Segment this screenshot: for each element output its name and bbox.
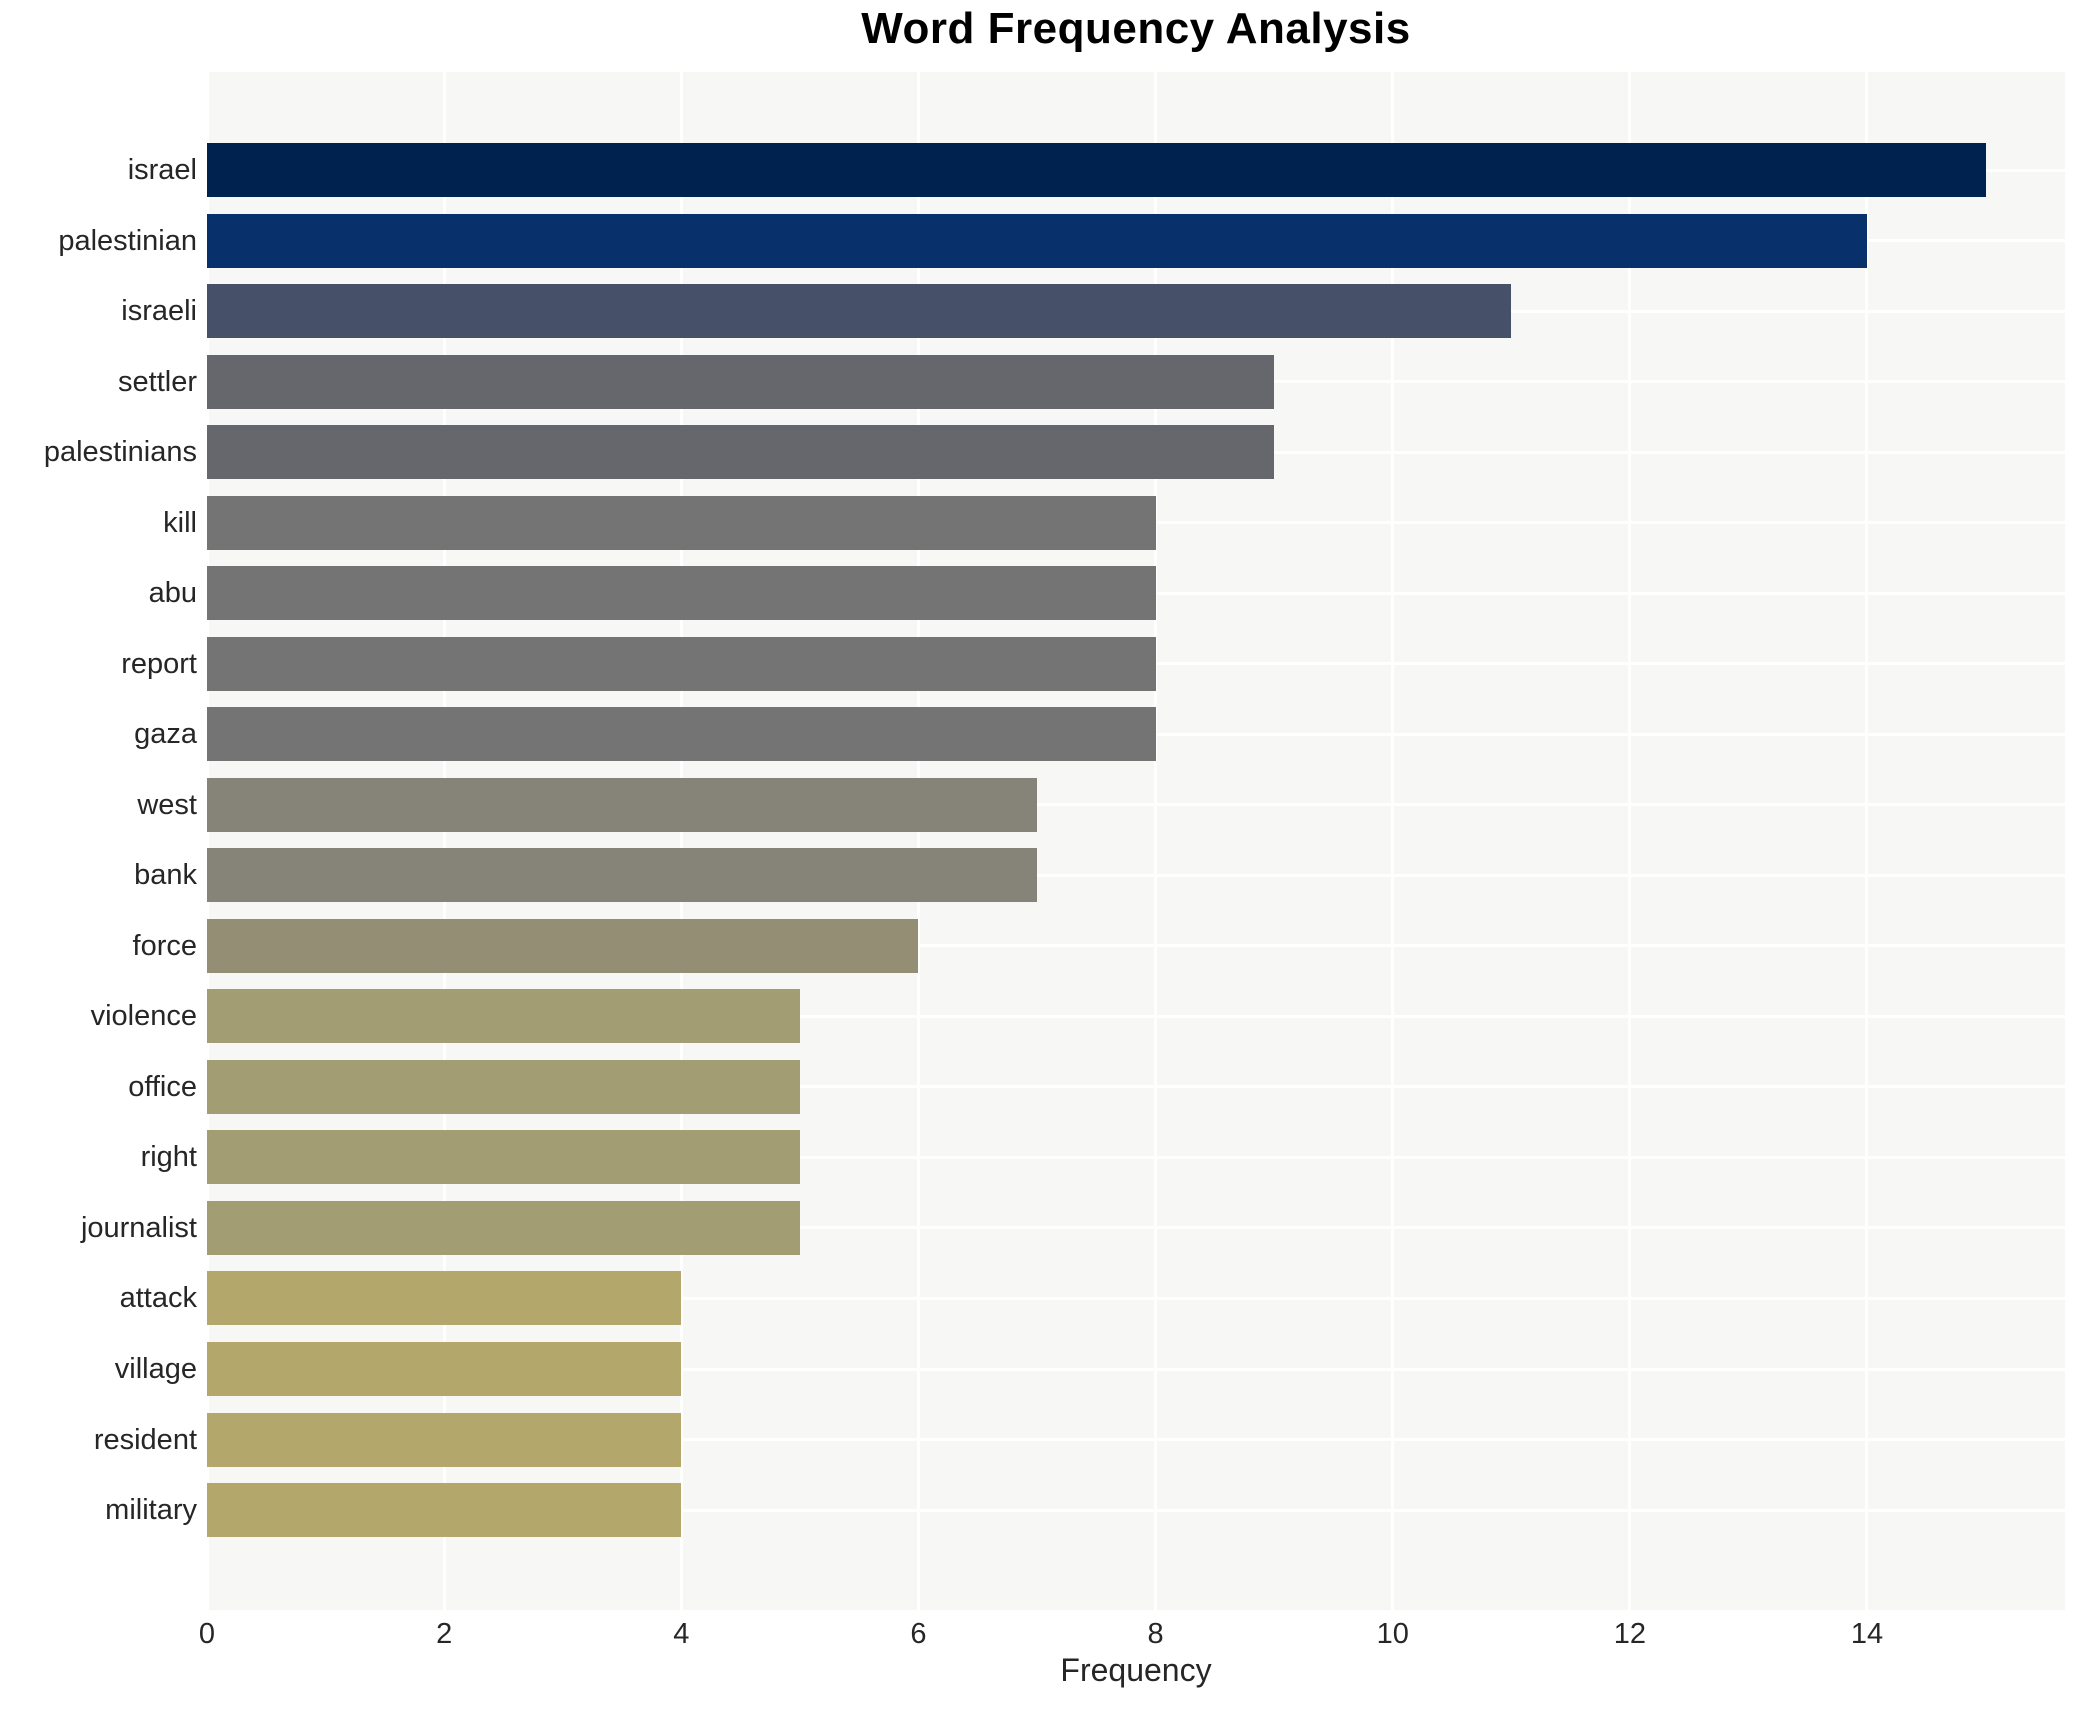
bar-village xyxy=(207,1342,682,1396)
x-tick-label-2: 2 xyxy=(436,1618,453,1650)
bar-kill xyxy=(207,495,1156,550)
bar-force xyxy=(207,918,919,973)
y-gridline xyxy=(207,1508,2065,1512)
y-tick-label-west: west xyxy=(137,788,197,821)
bar-report xyxy=(207,636,1156,691)
bar-palestinians xyxy=(207,425,1275,480)
y-tick-label-report: report xyxy=(121,647,197,680)
y-gridline xyxy=(207,944,2065,948)
y-tick-label-violence: violence xyxy=(90,1000,197,1033)
y-tick-label-gaza: gaza xyxy=(134,718,197,751)
x-tick-label-10: 10 xyxy=(1376,1618,1409,1650)
bar-israel xyxy=(207,143,1986,197)
x-gridline xyxy=(1154,72,1158,1610)
y-tick-label-kill: kill xyxy=(163,506,197,539)
x-axis-title: Frequency xyxy=(1060,1652,1212,1688)
y-tick-label-attack: attack xyxy=(119,1282,197,1315)
y-gridline xyxy=(207,1085,2065,1089)
y-gridline xyxy=(207,803,2065,807)
x-tick-label-4: 4 xyxy=(673,1618,690,1650)
y-tick-label-settler: settler xyxy=(118,365,197,398)
chart-title: Word Frequency Analysis xyxy=(861,4,1411,53)
y-gridline xyxy=(207,1367,2065,1371)
x-tick-label-12: 12 xyxy=(1613,1618,1646,1650)
y-tick-label-force: force xyxy=(132,929,197,962)
bar-west xyxy=(207,777,1037,832)
bar-journalist xyxy=(207,1200,800,1255)
plot-area xyxy=(205,72,2065,1610)
bar-settler xyxy=(207,354,1275,409)
y-gridline xyxy=(207,1226,2065,1230)
y-gridline xyxy=(207,873,2065,877)
y-tick-label-palestinians: palestinians xyxy=(43,436,197,469)
y-gridline xyxy=(207,1155,2065,1159)
y-tick-label-journalist: journalist xyxy=(80,1211,197,1244)
x-gridline xyxy=(442,72,446,1610)
x-gridline xyxy=(679,72,683,1610)
bar-right xyxy=(207,1130,800,1185)
y-tick-label-right: right xyxy=(140,1141,197,1174)
bar-abu xyxy=(207,566,1156,621)
x-gridline xyxy=(1628,72,1632,1610)
y-tick-label-office: office xyxy=(128,1070,197,1103)
bar-military xyxy=(207,1483,682,1538)
x-gridline xyxy=(205,72,209,1610)
bar-violence xyxy=(207,989,800,1044)
bar-palestinian xyxy=(207,213,1867,268)
x-gridline xyxy=(1391,72,1395,1610)
y-gridline xyxy=(207,1014,2065,1018)
x-gridline xyxy=(916,72,920,1610)
y-tick-label-israeli: israeli xyxy=(121,295,197,328)
y-tick-label-israel: israel xyxy=(127,154,197,186)
y-tick-label-resident: resident xyxy=(93,1423,197,1456)
y-tick-label-bank: bank xyxy=(134,859,197,892)
x-tick-label-6: 6 xyxy=(910,1618,927,1650)
bar-attack xyxy=(207,1271,682,1326)
y-tick-label-military: military xyxy=(105,1494,197,1527)
bar-israeli xyxy=(207,284,1512,339)
x-tick-label-0: 0 xyxy=(198,1618,216,1650)
bar-resident xyxy=(207,1412,682,1467)
x-tick-label-14: 14 xyxy=(1850,1618,1884,1650)
y-tick-label-village: village xyxy=(114,1353,197,1385)
bar-office xyxy=(207,1059,800,1114)
y-tick-label-palestinian: palestinian xyxy=(58,224,197,257)
x-gridline xyxy=(1865,72,1869,1610)
y-gridline xyxy=(207,1438,2065,1442)
bar-bank xyxy=(207,848,1037,903)
y-tick-label-abu: abu xyxy=(148,577,197,610)
y-gridline xyxy=(207,1296,2065,1300)
bar-gaza xyxy=(207,707,1156,762)
x-tick-label-8: 8 xyxy=(1147,1618,1164,1650)
